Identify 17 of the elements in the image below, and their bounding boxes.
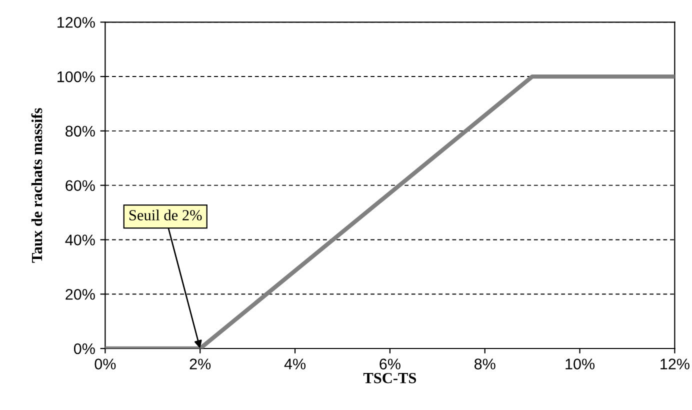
x-tick-label: 6% [380,358,400,370]
y-tick-label: 0% [74,343,95,354]
x-tick-label: 2% [190,358,211,370]
y-tick-label: 20% [66,288,95,300]
x-axis-title: TSC-TS [363,372,416,384]
x-tick-label: 8% [474,358,496,370]
y-tick-label: 120% [58,17,95,28]
y-tick-label: 60% [66,180,95,192]
x-tick-label: 0% [94,358,116,370]
y-tick-label: 80% [66,126,95,137]
annotation: Seuil de 2% [129,210,202,220]
x-tick-label: 10% [566,358,595,370]
y-tick-label: 100% [58,71,95,82]
y-axis-title: Taux de rachats massifs [31,108,42,263]
x-tick-label: 4% [284,358,306,370]
y-tick-label: 40% [65,234,95,246]
x-tick-label: 12% [660,358,690,370]
